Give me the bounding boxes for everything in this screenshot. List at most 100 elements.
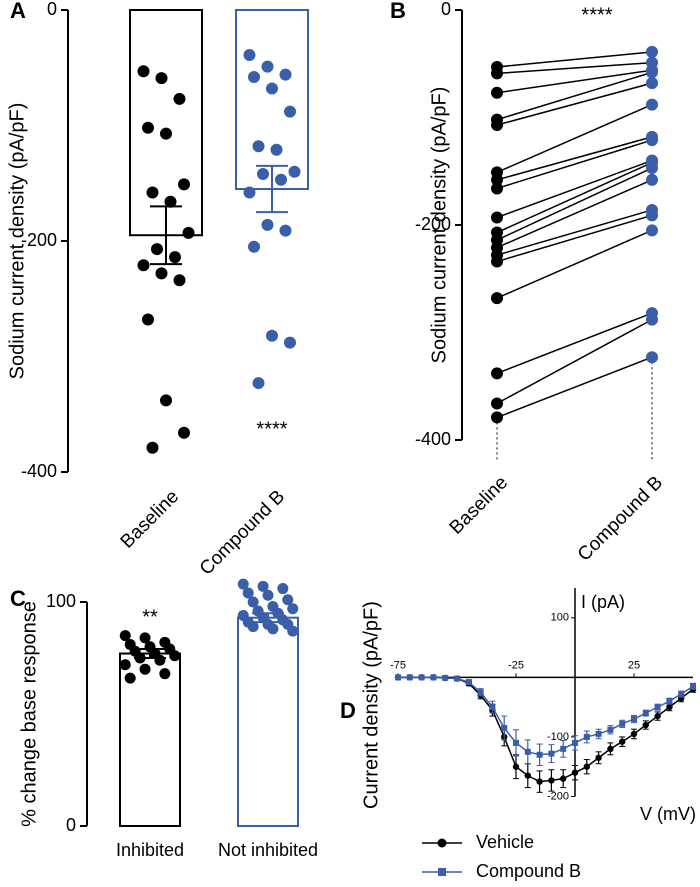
y-tick-label: 0 (441, 0, 451, 19)
legend-label: Vehicle (476, 832, 534, 852)
pair-line (496, 136, 653, 181)
panel-letter: A (10, 0, 26, 23)
data-point (491, 67, 503, 80)
panel-letter: D (340, 698, 356, 723)
data-point (261, 218, 274, 231)
data-point (284, 105, 296, 118)
x-tick-label: Baseline (117, 486, 183, 552)
data-point (243, 186, 256, 199)
y-axis-label: Sodium current density (pA/pF) (6, 103, 28, 380)
pair-line (496, 214, 653, 263)
pair-line (496, 103, 653, 174)
marker (690, 683, 696, 690)
data-point (160, 394, 172, 407)
pair-line (496, 229, 653, 299)
data-point (288, 165, 301, 178)
annotation: **** (581, 4, 612, 26)
data-point (155, 72, 168, 85)
x-tick-label: -25 (508, 659, 524, 671)
marker (406, 674, 413, 681)
data-point (491, 292, 503, 305)
marker (572, 739, 578, 746)
data-point (252, 140, 265, 153)
data-point (146, 441, 159, 454)
marker (666, 698, 673, 705)
data-point (262, 589, 274, 601)
marker (465, 679, 472, 686)
x-tick-label: 25 (628, 659, 640, 671)
data-point (279, 224, 292, 237)
marker (395, 674, 401, 681)
data-point (142, 313, 154, 326)
data-point (169, 650, 181, 662)
data-point (247, 621, 259, 633)
marker (512, 763, 520, 770)
data-point (169, 251, 181, 264)
bar (237, 616, 299, 827)
pair-line (496, 179, 653, 249)
marker (548, 750, 555, 757)
marker (619, 720, 626, 727)
y-axis-label: % change base response (18, 601, 40, 827)
data-point (646, 173, 658, 186)
legend-marker (438, 868, 446, 876)
panel-letter: B (390, 0, 406, 23)
marker (536, 751, 543, 758)
marker (619, 738, 626, 745)
x-tick-label: Compound B (574, 472, 667, 565)
legend-label: Compound B (476, 861, 581, 881)
pair-line (496, 159, 653, 219)
data-point (119, 630, 131, 642)
data-point (151, 243, 163, 256)
data-point (491, 86, 503, 99)
marker (666, 703, 673, 711)
data-point (142, 121, 154, 134)
data-point (257, 580, 269, 592)
x-tick-label: -75 (390, 659, 406, 671)
data-point (237, 578, 249, 590)
data-point (178, 426, 190, 439)
x-axis-label: V (mV) (640, 804, 696, 824)
marker (678, 691, 685, 698)
y-tick-label: -200 (547, 790, 569, 802)
y-tick-label: 0 (66, 815, 76, 835)
data-point (270, 143, 283, 156)
data-point (646, 98, 658, 111)
marker (442, 674, 449, 681)
y-axis-title: I (pA) (581, 592, 625, 612)
marker (642, 710, 649, 717)
x-tick-label: Compound B (196, 486, 289, 579)
data-point (646, 351, 658, 364)
marker (418, 674, 425, 681)
data-point (159, 668, 171, 680)
data-point (646, 66, 658, 79)
data-point (266, 329, 278, 342)
legend-marker (437, 838, 447, 848)
marker (630, 730, 638, 738)
x-tick-label-box: Not inhibited (218, 840, 318, 860)
data-point (252, 377, 265, 390)
marker (595, 754, 602, 761)
data-point (248, 240, 260, 253)
marker (454, 675, 460, 682)
data-point (119, 659, 131, 671)
data-point (491, 119, 503, 132)
marker (548, 777, 555, 784)
marker (501, 724, 508, 731)
data-point (287, 625, 299, 637)
data-point (139, 632, 151, 644)
y-tick-label: -200 (415, 214, 451, 234)
marker (595, 730, 602, 737)
marker (513, 739, 519, 746)
data-point (279, 68, 292, 81)
y-tick-label: 0 (47, 0, 57, 19)
pair-line (496, 51, 653, 68)
y-tick-label: -100 (547, 731, 569, 743)
marker (583, 733, 590, 740)
y-axis-label: Current density (pA/pF) (360, 601, 382, 809)
panel-letter: C (10, 586, 26, 611)
pair-line (496, 71, 653, 121)
data-point (182, 226, 195, 239)
marker (560, 775, 567, 782)
